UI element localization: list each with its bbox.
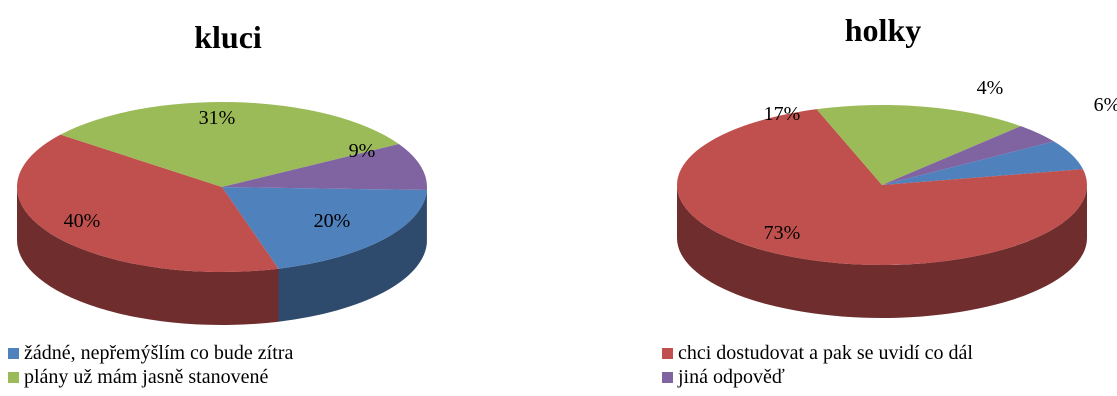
slice-label: 6% bbox=[1094, 94, 1117, 116]
legend-label: chci dostudovat a pak se uvidí co dál bbox=[678, 342, 973, 364]
pie-chart-holky: 6% 73% 17% 4% bbox=[676, 77, 1117, 318]
pie-slice bbox=[676, 109, 1087, 265]
pie-slice bbox=[882, 141, 1083, 185]
pie-slice bbox=[16, 134, 279, 272]
pie-chart-kluci: 20% 40% 31% 9% bbox=[16, 102, 427, 325]
chart-title-holky: holky bbox=[845, 12, 921, 48]
pie-slice bbox=[222, 187, 427, 269]
legend-swatch-blue bbox=[8, 347, 19, 359]
legend-swatch-purple bbox=[662, 371, 673, 383]
pie-slice bbox=[222, 143, 427, 190]
slice-label: 9% bbox=[349, 140, 376, 162]
legend-swatch-red bbox=[662, 347, 673, 359]
slice-label: 20% bbox=[314, 210, 351, 232]
pie-side-wall bbox=[677, 185, 1087, 318]
pie-side-wall bbox=[17, 187, 279, 325]
legend-swatch-green bbox=[8, 371, 19, 383]
legend-item: chci dostudovat a pak se uvidí co dál bbox=[662, 341, 973, 365]
chart-title-kluci: kluci bbox=[194, 19, 262, 55]
pie-side-wall bbox=[278, 189, 427, 322]
slice-label: 4% bbox=[977, 77, 1004, 99]
pie-slice bbox=[882, 126, 1054, 185]
legend-label: plány už mám jasně stanovené bbox=[24, 366, 269, 388]
legend-kluci: žádné, nepřemýšlím co bude zítra plány u… bbox=[8, 341, 293, 389]
legend-holky: chci dostudovat a pak se uvidí co dál ji… bbox=[662, 341, 973, 389]
slice-label: 31% bbox=[199, 107, 236, 129]
pie-side-walls bbox=[17, 187, 427, 325]
legend-label: žádné, nepřemýšlím co bude zítra bbox=[24, 342, 294, 364]
pie-side-walls bbox=[677, 185, 1087, 318]
legend-item: plány už mám jasně stanovené bbox=[8, 365, 293, 389]
legend-label: jiná odpověď bbox=[678, 366, 785, 388]
slice-label: 40% bbox=[64, 210, 101, 232]
slice-label: 17% bbox=[764, 103, 801, 125]
pie-slice bbox=[816, 105, 1021, 185]
legend-item: jiná odpověď bbox=[662, 365, 973, 389]
legend-item: žádné, nepřemýšlím co bude zítra bbox=[8, 341, 293, 365]
slice-label: 73% bbox=[764, 222, 801, 244]
pie-slice bbox=[60, 102, 399, 187]
